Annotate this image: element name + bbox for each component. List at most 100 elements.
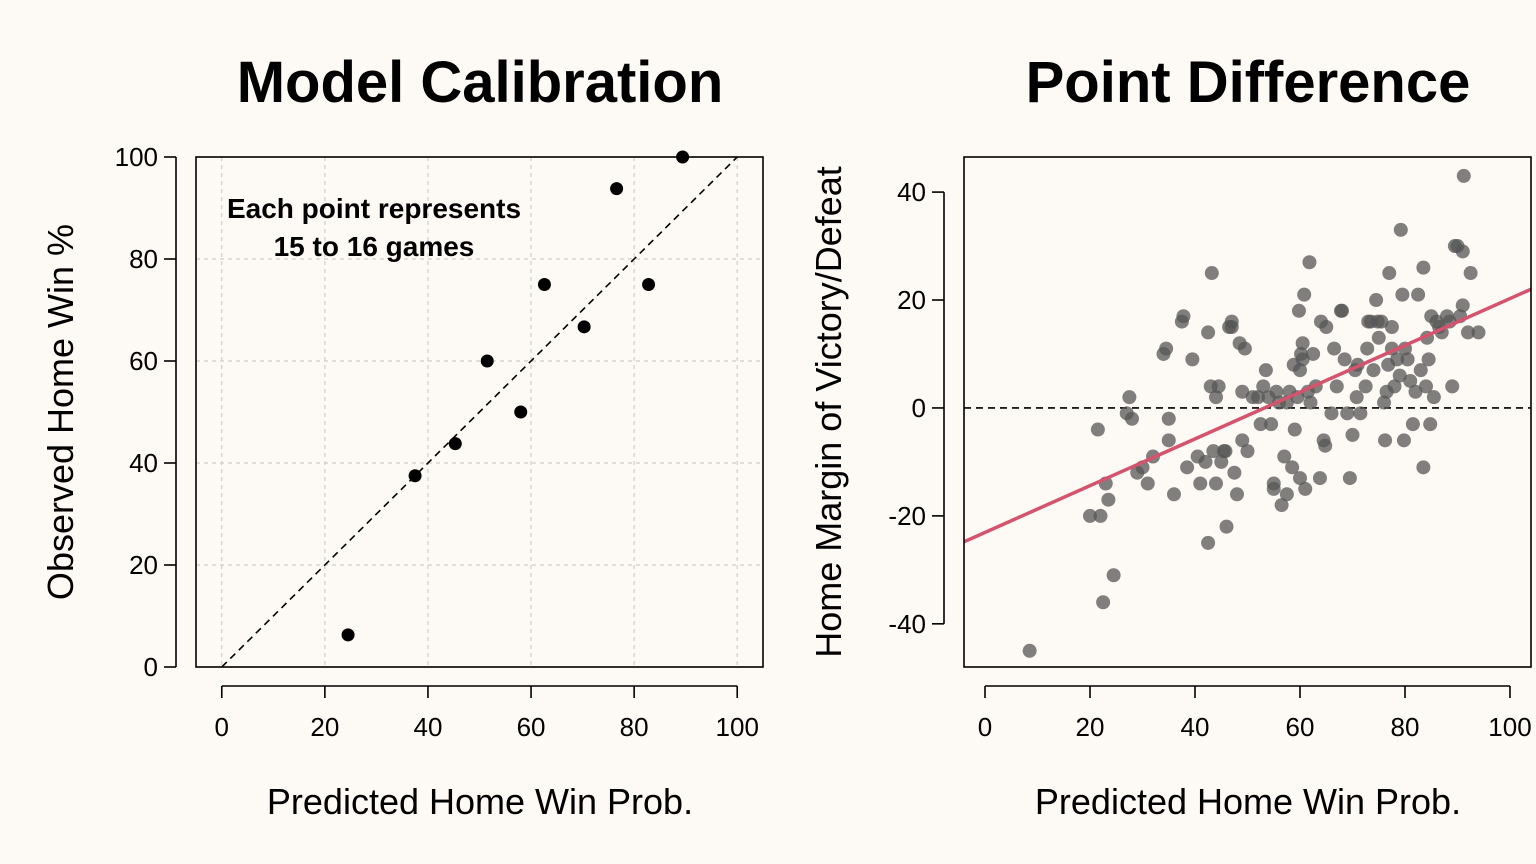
point-difference-point: [1253, 417, 1268, 432]
calibration-diagonal-line: [221, 156, 738, 668]
point-difference-point: [1258, 363, 1273, 378]
point-difference-point: [1264, 417, 1279, 432]
point-difference-x-tick-label: 40: [1181, 712, 1210, 742]
point-difference-point: [1318, 438, 1333, 453]
calibration-x-tick-label: 100: [716, 712, 759, 742]
point-difference-point: [1256, 379, 1271, 394]
point-difference-point: [1405, 417, 1420, 432]
point-difference-point: [1329, 379, 1344, 394]
point-difference-plot-frame: [963, 156, 1532, 668]
calibration-x-tick-label: 40: [413, 712, 442, 742]
point-difference-point: [1240, 444, 1255, 459]
calibration-point: [642, 278, 656, 291]
calibration-y-axis: 0 20 40 60 80 100: [115, 142, 177, 682]
point-difference-point: [1204, 266, 1219, 281]
calibration-reference-line: [221, 156, 738, 668]
calibration-y-tick-label: 60: [129, 346, 158, 376]
point-difference-point: [1269, 384, 1284, 399]
calibration-x-tick-label: 20: [310, 712, 339, 742]
calibration-point: [610, 182, 624, 196]
point-difference-point: [1400, 352, 1415, 367]
point-difference-x-tick-label: 20: [1076, 712, 1105, 742]
point-difference-point: [1093, 508, 1108, 523]
calibration-point: [537, 278, 551, 291]
point-difference-point: [1312, 471, 1327, 486]
point-difference-point: [1408, 384, 1423, 399]
calibration-point: [408, 469, 422, 483]
point-difference-point: [1396, 433, 1411, 448]
point-difference-x-tick-label: 100: [1488, 712, 1531, 742]
point-difference-point: [1193, 476, 1208, 491]
point-difference-point: [1353, 406, 1368, 421]
point-difference-point: [1445, 379, 1460, 394]
point-difference-point: [1349, 390, 1364, 405]
point-difference-point: [1377, 395, 1391, 410]
point-difference-point: [1403, 373, 1418, 388]
calibration-x-axis: 0 20 40 60 80 100: [215, 685, 759, 742]
calibration-annotation-line-2: 15 to 16 games: [274, 231, 475, 262]
point-difference-point: [1125, 411, 1139, 426]
point-difference-point: [1337, 352, 1352, 367]
point-difference-point: [1140, 476, 1155, 491]
point-difference-point: [1201, 325, 1216, 340]
point-difference-x-axis: 0 20 40 60 80 100: [978, 685, 1532, 742]
point-difference-point: [1235, 433, 1250, 448]
point-difference-point: [1390, 352, 1405, 367]
point-difference-point: [1291, 303, 1306, 318]
point-difference-point: [1324, 406, 1339, 421]
point-difference-point: [1211, 379, 1226, 394]
calibration-y-tick-label: 0: [144, 652, 158, 682]
calibration-point: [448, 437, 462, 451]
point-difference-point: [1335, 303, 1349, 318]
point-difference-point: [1306, 346, 1321, 361]
point-difference-point: [1366, 363, 1381, 378]
calibration-y-tick-label: 80: [129, 244, 158, 274]
point-difference-fit-line: [963, 287, 1532, 544]
point-difference-x-label: Predicted Home Win Prob.: [1035, 781, 1461, 822]
point-difference-point: [1455, 298, 1470, 313]
point-difference-points: [1022, 168, 1486, 658]
point-difference-point: [1218, 444, 1233, 459]
calibration-plot-frame: [195, 156, 764, 668]
point-difference-point: [1101, 492, 1116, 507]
point-difference-point: [1342, 471, 1357, 486]
point-difference-point: [1456, 168, 1471, 183]
calibration-points: [341, 150, 690, 642]
point-difference-point: [1419, 379, 1433, 394]
point-difference-point: [1096, 595, 1111, 610]
point-difference-point: [1090, 422, 1105, 437]
point-difference-point: [1277, 449, 1292, 464]
point-difference-point: [1198, 454, 1213, 469]
point-difference-y-label: Home Margin of Victory/Defeat: [808, 166, 849, 658]
point-difference-point: [1230, 487, 1244, 502]
calibration-point: [514, 405, 528, 419]
point-difference-point: [1298, 481, 1313, 496]
point-difference-point: [1185, 352, 1200, 367]
point-difference-point: [1279, 487, 1294, 502]
point-difference-point: [1227, 465, 1242, 480]
point-difference-point: [1209, 476, 1223, 491]
calibration-title: Model Calibration: [237, 50, 724, 115]
point-difference-point: [1022, 643, 1037, 658]
point-difference-point: [1214, 454, 1229, 469]
point-difference-point: [1421, 352, 1436, 367]
point-difference-y-axis: -40 -20 0 20 40: [888, 177, 945, 639]
point-difference-panel: Point Difference 0 20 40 60 80 100 -40 -20 0 20 4…: [808, 50, 1532, 822]
point-difference-point: [1416, 260, 1431, 275]
point-difference-point: [1161, 411, 1176, 426]
calibration-x-tick-label: 0: [215, 712, 229, 742]
point-difference-y-tick-label: -20: [888, 501, 926, 531]
point-difference-point: [1360, 341, 1375, 356]
point-difference-point: [1122, 390, 1137, 405]
point-difference-point: [1219, 519, 1234, 534]
point-difference-point: [1393, 222, 1408, 237]
point-difference-point: [1295, 352, 1310, 367]
point-difference-point: [1237, 341, 1252, 356]
point-difference-title: Point Difference: [1026, 50, 1471, 115]
point-difference-point: [1176, 309, 1191, 324]
calibration-x-label: Predicted Home Win Prob.: [267, 781, 693, 822]
point-difference-point: [1319, 320, 1334, 334]
point-difference-point: [1297, 287, 1312, 302]
point-difference-point: [1345, 427, 1360, 442]
